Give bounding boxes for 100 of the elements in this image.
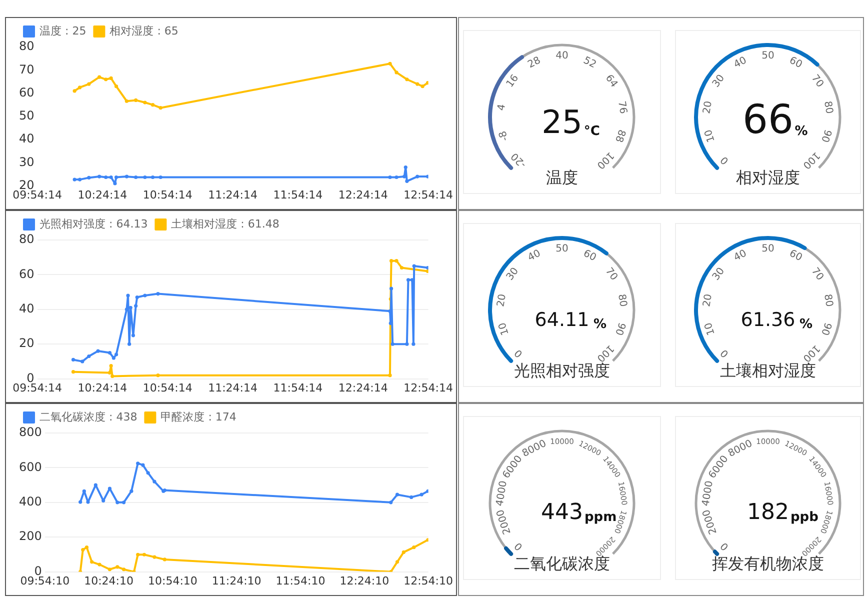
text: % [794, 124, 808, 139]
x-tick-label: 10:24:14 [78, 381, 128, 394]
text: ppm [584, 510, 617, 525]
y-tick-label: 400 [19, 494, 42, 509]
text: 10 [497, 321, 512, 337]
legend-label: 土壤相对湿度 : 61.48 [171, 217, 280, 230]
text: 64 [602, 72, 620, 90]
text: 50 [762, 244, 774, 255]
text: 0 [718, 540, 732, 552]
text: -20 [509, 150, 529, 170]
x-tick-label: 11:54:14 [273, 381, 323, 394]
text: 40 [732, 55, 749, 71]
text: 10 [703, 128, 718, 144]
text: 30 [710, 72, 728, 90]
text: 16 [504, 72, 522, 90]
text: 90 [818, 321, 833, 337]
x-tick-label: 12:24:14 [338, 381, 388, 394]
legend-label: 相对湿度 : 65 [110, 24, 178, 38]
text: % [799, 317, 812, 332]
text: 76 [616, 100, 628, 115]
x-tick-label: 10:54:14 [142, 188, 192, 202]
text: 4000 [494, 480, 510, 507]
text: 40 [526, 248, 543, 264]
text: 80 [616, 293, 628, 308]
text: 相对湿度 [736, 168, 800, 187]
text: 8000 [520, 438, 548, 460]
y-tick-label: 30 [18, 154, 34, 169]
text: 70 [602, 266, 620, 283]
text: 8000 [726, 438, 754, 460]
legend-label: 温度 : 25 [40, 24, 86, 38]
text: 50 [556, 244, 568, 255]
x-tick-label: 11:54:14 [273, 188, 323, 202]
text: 70 [808, 72, 826, 90]
text: -8 [497, 129, 511, 142]
text: 0 [718, 346, 732, 360]
y-tick-label: 60 [18, 266, 34, 281]
text: 100 [594, 342, 616, 364]
text: 443 [541, 500, 583, 525]
text: 50 [762, 50, 774, 62]
text: 二氧化碳浓度 [514, 554, 610, 573]
text: ppb [790, 510, 818, 525]
text: % [593, 317, 606, 332]
text: 30 [504, 266, 522, 283]
text: 88 [612, 128, 627, 144]
text: 40 [556, 50, 568, 62]
text: 80 [822, 100, 834, 115]
y-tick-label: 80 [18, 232, 34, 246]
x-tick-label: 11:24:14 [208, 381, 258, 394]
text: 61.36 [740, 309, 796, 331]
text: 60 [787, 55, 804, 71]
y-tick-label: 60 [18, 85, 34, 100]
text: °C [584, 124, 600, 139]
x-tick-label: 11:54:10 [276, 574, 326, 588]
text: 80 [822, 293, 834, 308]
text: 60 [581, 248, 598, 264]
x-tick-label: 11:24:14 [208, 188, 258, 202]
text: 66 [742, 97, 794, 143]
x-tick-label: 10:24:10 [84, 574, 134, 588]
text: 光照相对强度 [514, 361, 610, 380]
text: 25 [542, 103, 582, 141]
text: 182 [747, 500, 789, 525]
legend-label: 光照相对强度 : 64.13 [40, 217, 148, 230]
text: 4 [496, 103, 508, 112]
y-tick-label: 800 [19, 425, 42, 440]
y-tick-label: 50 [18, 108, 34, 123]
text: 90 [818, 128, 833, 144]
text: 0 [512, 346, 526, 360]
text: 70 [808, 266, 826, 283]
text: 20 [702, 293, 714, 308]
text: 10 [703, 321, 718, 337]
x-tick-label: 10:54:10 [148, 574, 198, 588]
text: 52 [581, 55, 598, 71]
text: 60 [787, 248, 804, 264]
x-tick-label: 12:24:10 [340, 574, 390, 588]
x-tick-label: 12:54:14 [404, 188, 453, 202]
text: 90 [612, 321, 627, 337]
text: 30 [710, 266, 728, 283]
x-tick-label: 12:54:14 [404, 381, 453, 394]
legend-label: 甲醛浓度 : 174 [160, 410, 236, 424]
text: 100 [594, 149, 616, 171]
text: 40 [732, 248, 749, 264]
text: 2000 [701, 508, 720, 536]
y-tick-label: 600 [19, 460, 42, 474]
y-tick-label: 20 [18, 336, 34, 350]
x-tick-label: 11:24:10 [212, 574, 262, 588]
x-tick-label: 12:24:14 [338, 188, 388, 202]
text: 4000 [700, 480, 716, 507]
text: 20 [496, 293, 508, 308]
text: 20 [702, 100, 714, 115]
text: 0 [512, 540, 526, 552]
text: 100 [800, 149, 822, 171]
y-tick-label: 80 [18, 39, 34, 54]
text: 0 [718, 154, 732, 166]
y-tick-label: 40 [18, 302, 34, 316]
y-tick-label: 200 [19, 529, 42, 544]
text: 100 [800, 342, 822, 364]
text: 温度 [546, 168, 578, 187]
text: 土壤相对湿度 [720, 361, 816, 380]
y-tick-label: 70 [18, 62, 34, 76]
y-tick-label: 40 [18, 132, 34, 146]
